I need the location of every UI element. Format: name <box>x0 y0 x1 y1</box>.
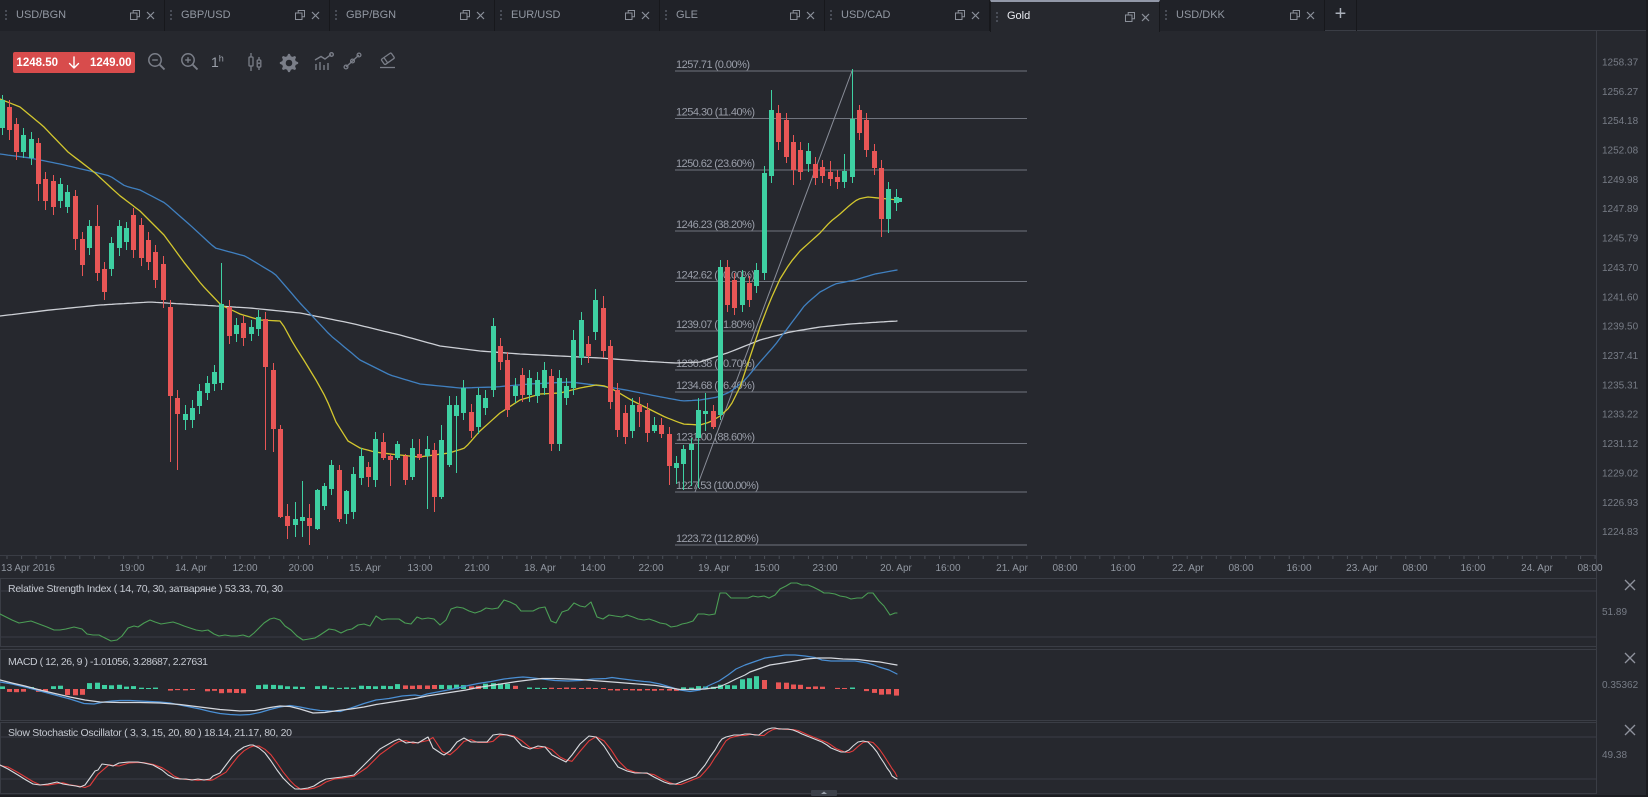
svg-text:1247.89: 1247.89 <box>1602 204 1639 215</box>
svg-text:1233.22: 1233.22 <box>1602 410 1639 421</box>
svg-text:14. Apr: 14. Apr <box>175 563 207 574</box>
svg-text:22. Apr: 22. Apr <box>1172 563 1204 574</box>
svg-text:20:00: 20:00 <box>288 563 313 574</box>
svg-text:1257.71 (0.00%): 1257.71 (0.00%) <box>676 59 750 71</box>
svg-text:19:00: 19:00 <box>119 563 144 574</box>
svg-text:1231.12: 1231.12 <box>1602 439 1639 450</box>
svg-text:1236.38 (70.70%): 1236.38 (70.70%) <box>676 358 755 370</box>
svg-text:15. Apr: 15. Apr <box>349 563 381 574</box>
svg-text:1237.41: 1237.41 <box>1602 351 1639 362</box>
svg-text:21. Apr: 21. Apr <box>996 563 1028 574</box>
svg-text:1235.31: 1235.31 <box>1602 380 1639 391</box>
svg-text:16:00: 16:00 <box>1286 563 1311 574</box>
svg-text:1227.53 (100.00%): 1227.53 (100.00%) <box>676 480 759 492</box>
svg-text:18. Apr: 18. Apr <box>524 563 556 574</box>
svg-text:1239.50: 1239.50 <box>1602 322 1639 333</box>
svg-text:22:00: 22:00 <box>638 563 663 574</box>
svg-text:1224.83: 1224.83 <box>1602 527 1639 538</box>
svg-text:16:00: 16:00 <box>1110 563 1135 574</box>
svg-text:49.38: 49.38 <box>1602 750 1627 761</box>
svg-text:0.35362: 0.35362 <box>1602 680 1639 691</box>
svg-text:1254.18: 1254.18 <box>1602 116 1639 127</box>
svg-text:1258.37: 1258.37 <box>1602 58 1639 69</box>
svg-text:16:00: 16:00 <box>935 563 960 574</box>
svg-text:1239.07 (61.80%): 1239.07 (61.80%) <box>676 319 755 331</box>
svg-text:1229.02: 1229.02 <box>1602 468 1639 479</box>
svg-text:16:00: 16:00 <box>1460 563 1485 574</box>
svg-text:19. Apr: 19. Apr <box>698 563 730 574</box>
svg-text:1242.62 (50.00%): 1242.62 (50.00%) <box>676 270 755 282</box>
svg-text:51.89: 51.89 <box>1602 607 1627 618</box>
svg-text:13:00: 13:00 <box>407 563 432 574</box>
svg-text:1223.72 (112.80%): 1223.72 (112.80%) <box>676 533 759 545</box>
svg-text:1245.79: 1245.79 <box>1602 234 1639 245</box>
svg-text:12:00: 12:00 <box>232 563 257 574</box>
svg-text:08:00: 08:00 <box>1052 563 1077 574</box>
svg-text:23:00: 23:00 <box>812 563 837 574</box>
svg-text:1226.93: 1226.93 <box>1602 498 1639 509</box>
svg-text:08:00: 08:00 <box>1577 563 1602 574</box>
svg-text:1256.27: 1256.27 <box>1602 87 1639 98</box>
svg-text:1249.98: 1249.98 <box>1602 175 1639 186</box>
svg-text:14:00: 14:00 <box>580 563 605 574</box>
svg-text:21:00: 21:00 <box>464 563 489 574</box>
svg-text:Slow Stochastic Oscillator ( 3: Slow Stochastic Oscillator ( 3, 3, 15, 2… <box>8 727 292 739</box>
svg-text:1250.62 (23.60%): 1250.62 (23.60%) <box>676 158 755 170</box>
svg-text:08:00: 08:00 <box>1228 563 1253 574</box>
svg-text:13 Apr 2016: 13 Apr 2016 <box>1 563 55 574</box>
svg-text:20. Apr: 20. Apr <box>880 563 912 574</box>
svg-text:24. Apr: 24. Apr <box>1521 563 1553 574</box>
svg-text:1246.23 (38.20%): 1246.23 (38.20%) <box>676 219 755 231</box>
svg-text:23. Apr: 23. Apr <box>1346 563 1378 574</box>
svg-text:1252.08: 1252.08 <box>1602 146 1639 157</box>
svg-text:1254.30 (11.40%): 1254.30 (11.40%) <box>676 107 755 119</box>
svg-text:15:00: 15:00 <box>754 563 779 574</box>
svg-text:1243.70: 1243.70 <box>1602 263 1639 274</box>
svg-text:Relative Strength Index ( 14,: Relative Strength Index ( 14, 70, 30, за… <box>8 583 283 595</box>
svg-text:MACD ( 12, 26, 9 ) -1.01056, 3: MACD ( 12, 26, 9 ) -1.01056, 3.28687, 2.… <box>8 656 208 668</box>
svg-text:08:00: 08:00 <box>1402 563 1427 574</box>
svg-text:1241.60: 1241.60 <box>1602 292 1639 303</box>
